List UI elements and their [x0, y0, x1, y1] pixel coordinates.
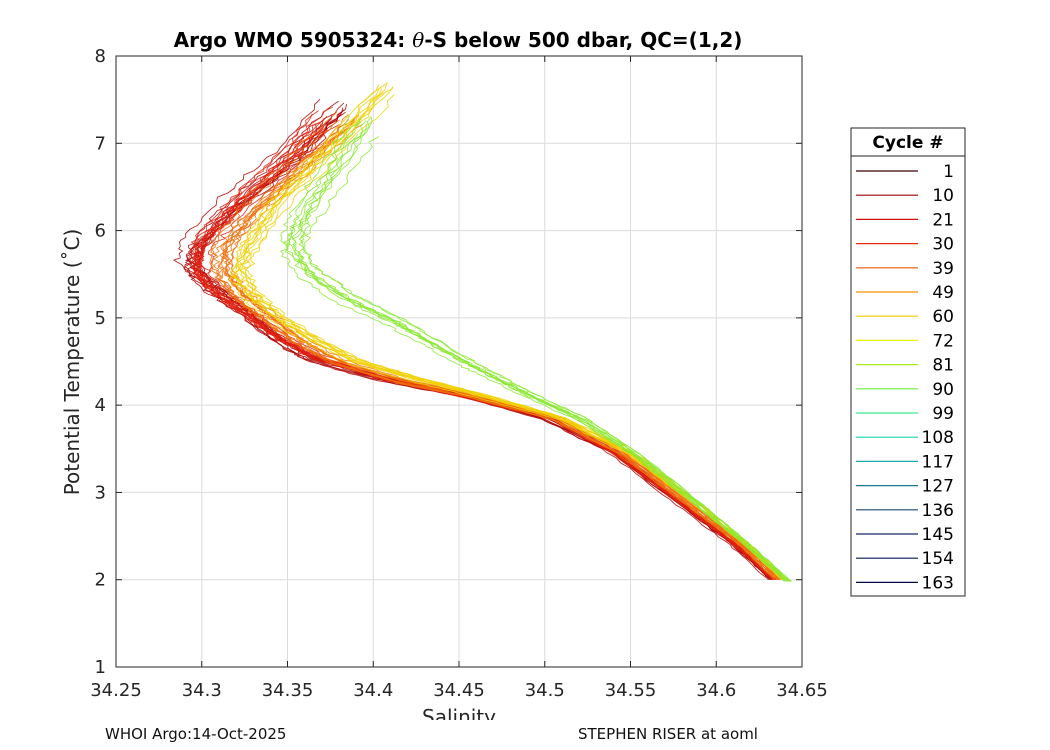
x-tick-label: 34.45: [433, 680, 485, 701]
x-axis-label: Salinity: [422, 705, 496, 720]
x-tick-label: 34.65: [776, 680, 828, 701]
profile-line: [191, 119, 775, 581]
profile-line: [292, 120, 789, 582]
legend-label: 99: [932, 404, 954, 424]
profile-line: [224, 120, 781, 581]
profile-line: [229, 100, 782, 581]
legend-title: Cycle #: [872, 133, 943, 153]
y-tick-label: 8: [95, 46, 106, 67]
x-tick-label: 34.4: [353, 680, 393, 701]
legend-label: 10: [932, 186, 954, 206]
legend-label: 39: [932, 259, 954, 279]
legend-label: 81: [932, 356, 954, 376]
y-tick-label: 5: [95, 308, 106, 329]
grid-lines: [116, 56, 802, 667]
legend-label: 21: [932, 210, 954, 230]
legend-label: 90: [932, 380, 954, 400]
profile-line: [222, 118, 779, 580]
profile-line: [298, 116, 793, 582]
profile-line: [210, 111, 776, 581]
theta-s-chart: 34.25 34.3 34.35 34.4 34.45 34.5 34.55 34.6 34.6…: [60, 28, 966, 720]
legend-label: 145: [922, 525, 954, 545]
y-tick-label: 2: [95, 570, 106, 591]
profile-line: [189, 121, 774, 581]
x-tick-label: 34.35: [262, 680, 314, 701]
y-axis-label: Potential Temperature (˚C): [60, 229, 84, 496]
footer-left-credit: WHOI Argo:14-Oct-2025: [105, 725, 287, 743]
legend-box: [850, 127, 966, 597]
chart-title-symbol: θ: [412, 28, 424, 52]
legend-label: 163: [922, 573, 954, 593]
profile-line: [286, 121, 788, 582]
legend-label: 1: [943, 162, 954, 182]
x-tick-label: 34.3: [182, 680, 222, 701]
axis-ticks: 34.25 34.3 34.35 34.4 34.45 34.5 34.55 34.6 34.6…: [90, 46, 828, 701]
x-tick-label: 34.55: [605, 680, 657, 701]
profiles: [172, 82, 793, 582]
legend-label: 60: [932, 307, 954, 327]
x-tick-label: 34.5: [525, 680, 565, 701]
legend-label: 30: [932, 235, 954, 255]
legend-label: 127: [922, 477, 954, 497]
footer-right-credit: STEPHEN RISER at aoml: [578, 725, 758, 743]
chart-title-suffix: -S below 500 dbar, QC=(1,2): [424, 28, 742, 52]
y-tick-label: 7: [95, 133, 106, 154]
y-tick-label: 1: [95, 657, 106, 678]
legend-items: 1 10 21 30 39 49 60 72 81 90 99 108 117 127 136 145 154 1…: [856, 162, 954, 593]
profile-line: [217, 128, 779, 580]
legend-label: 49: [932, 283, 954, 303]
legend: Cycle # 1 10 21 30 39 49 60 72 81 90 99 108 117 127 13…: [850, 127, 966, 597]
legend-label: 117: [922, 452, 954, 472]
legend-label: 72: [932, 331, 954, 351]
chart-title-prefix: Argo WMO 5905324:: [174, 28, 413, 52]
legend-label: 108: [922, 428, 954, 448]
x-tick-label: 34.6: [696, 680, 736, 701]
legend-label: 136: [922, 501, 954, 521]
x-tick-label: 34.25: [90, 680, 142, 701]
legend-label: 154: [922, 549, 954, 569]
y-tick-label: 6: [95, 221, 106, 242]
y-tick-label: 3: [95, 482, 106, 503]
y-tick-label: 4: [95, 395, 106, 416]
chart-title: Argo WMO 5905324: θ-S below 500 dbar, QC…: [174, 28, 743, 52]
